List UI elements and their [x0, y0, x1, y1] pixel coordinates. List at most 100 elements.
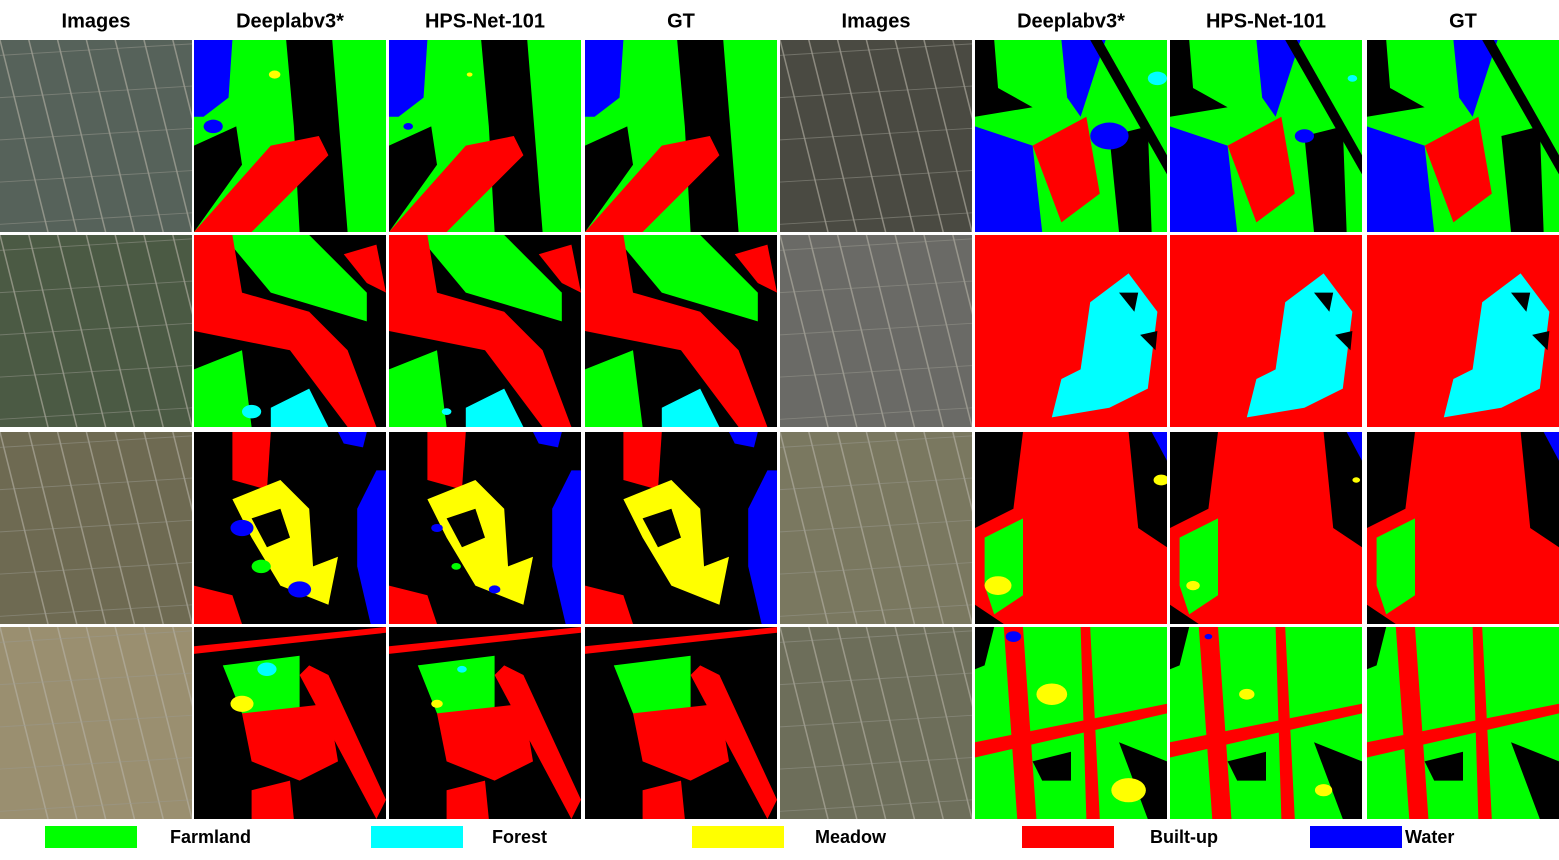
image-bg: [0, 40, 192, 232]
column-header: Deeplabv3*: [1017, 10, 1125, 32]
image-feature: [808, 235, 858, 427]
map-noise: [1186, 580, 1200, 591]
image-feature: [172, 235, 192, 315]
image-feature: [0, 40, 49, 232]
prediction-map: [389, 40, 581, 232]
map-region: [389, 126, 437, 232]
image-feature: [780, 238, 972, 251]
map-region: [1119, 292, 1139, 312]
image-feature: [172, 432, 192, 512]
image-feature: [952, 627, 972, 707]
map-region: [1443, 273, 1550, 418]
map-noise: [1314, 784, 1333, 797]
map-noise: [1294, 129, 1314, 143]
map-region: [389, 136, 524, 232]
map-region: [1367, 627, 1387, 670]
image-feature: [28, 40, 78, 232]
map-region: [1367, 703, 1559, 758]
image-feature: [780, 40, 829, 232]
image-feature: [894, 40, 944, 232]
image-feature: [28, 627, 78, 819]
legend-swatch: [1022, 826, 1114, 848]
image-feature: [780, 435, 972, 448]
map-region: [1170, 604, 1199, 624]
prediction-map: [194, 235, 386, 427]
map-noise: [457, 665, 467, 673]
map-noise: [1147, 71, 1167, 86]
map-region: [481, 40, 543, 232]
map-region: [194, 627, 386, 654]
map-region: [1198, 627, 1232, 819]
map-noise: [268, 70, 281, 79]
map-region: [1032, 751, 1071, 781]
prediction-map: [194, 627, 386, 819]
map-region: [357, 470, 386, 624]
map-region: [389, 235, 572, 427]
map-noise: [1036, 683, 1068, 705]
ground-truth-map: [585, 432, 777, 624]
image-feature: [780, 432, 829, 624]
column-header: HPS-Net-101: [425, 10, 545, 32]
image-feature: [0, 322, 192, 336]
map-noise: [251, 559, 271, 574]
input-image: [780, 235, 972, 427]
image-feature: [114, 627, 164, 819]
map-region: [494, 665, 581, 819]
map-region: [1511, 742, 1559, 819]
image-feature: [780, 630, 972, 643]
image-feature: [56, 40, 107, 232]
ground-truth-map: [1367, 432, 1559, 624]
image-feature: [780, 407, 972, 420]
image-feature: [114, 235, 164, 427]
map-noise: [466, 72, 473, 77]
image-feature: [0, 238, 192, 251]
image-feature: [0, 127, 192, 141]
input-image: [780, 432, 972, 624]
map-region: [975, 627, 995, 670]
column-header: Deeplabv3*: [236, 10, 344, 32]
map-region: [975, 432, 1023, 528]
image-feature: [0, 630, 192, 643]
prediction-map: [1170, 40, 1362, 232]
input-image: [0, 235, 192, 427]
map-region: [1128, 432, 1167, 548]
map-noise: [297, 249, 321, 267]
image-feature: [56, 627, 107, 819]
map-region: [613, 235, 758, 322]
map-region: [446, 508, 485, 548]
image-feature: [56, 235, 107, 427]
legend-label: Farmland: [170, 827, 251, 847]
column-header: Images: [842, 10, 911, 32]
map-noise: [431, 523, 443, 533]
image-feature: [85, 432, 136, 624]
map-region: [585, 585, 633, 624]
image-feature: [780, 562, 972, 575]
image-feature: [923, 235, 972, 427]
map-region: [1304, 126, 1347, 232]
map-region: [734, 244, 777, 293]
image-feature: [894, 235, 944, 427]
map-region: [446, 780, 489, 819]
image-feature: [0, 432, 49, 624]
map-region: [677, 40, 739, 232]
image-feature: [143, 432, 192, 624]
map-region: [1179, 518, 1218, 615]
map-region: [585, 235, 768, 427]
image-feature: [0, 365, 192, 378]
legend-label: Built-up: [1150, 827, 1218, 847]
prediction-map: [1170, 235, 1362, 427]
map-noise: [288, 581, 312, 598]
map-region: [251, 508, 290, 548]
map-region: [232, 480, 338, 605]
prediction-map: [194, 40, 386, 232]
map-noise: [441, 408, 452, 415]
map-region: [1170, 432, 1218, 528]
map-region: [1424, 751, 1463, 781]
image-feature: [0, 435, 192, 448]
map-region: [1520, 432, 1559, 548]
image-feature: [780, 235, 829, 427]
image-feature: [56, 432, 107, 624]
image-feature: [923, 627, 972, 819]
input-image: [0, 627, 192, 819]
map-region: [623, 432, 662, 490]
